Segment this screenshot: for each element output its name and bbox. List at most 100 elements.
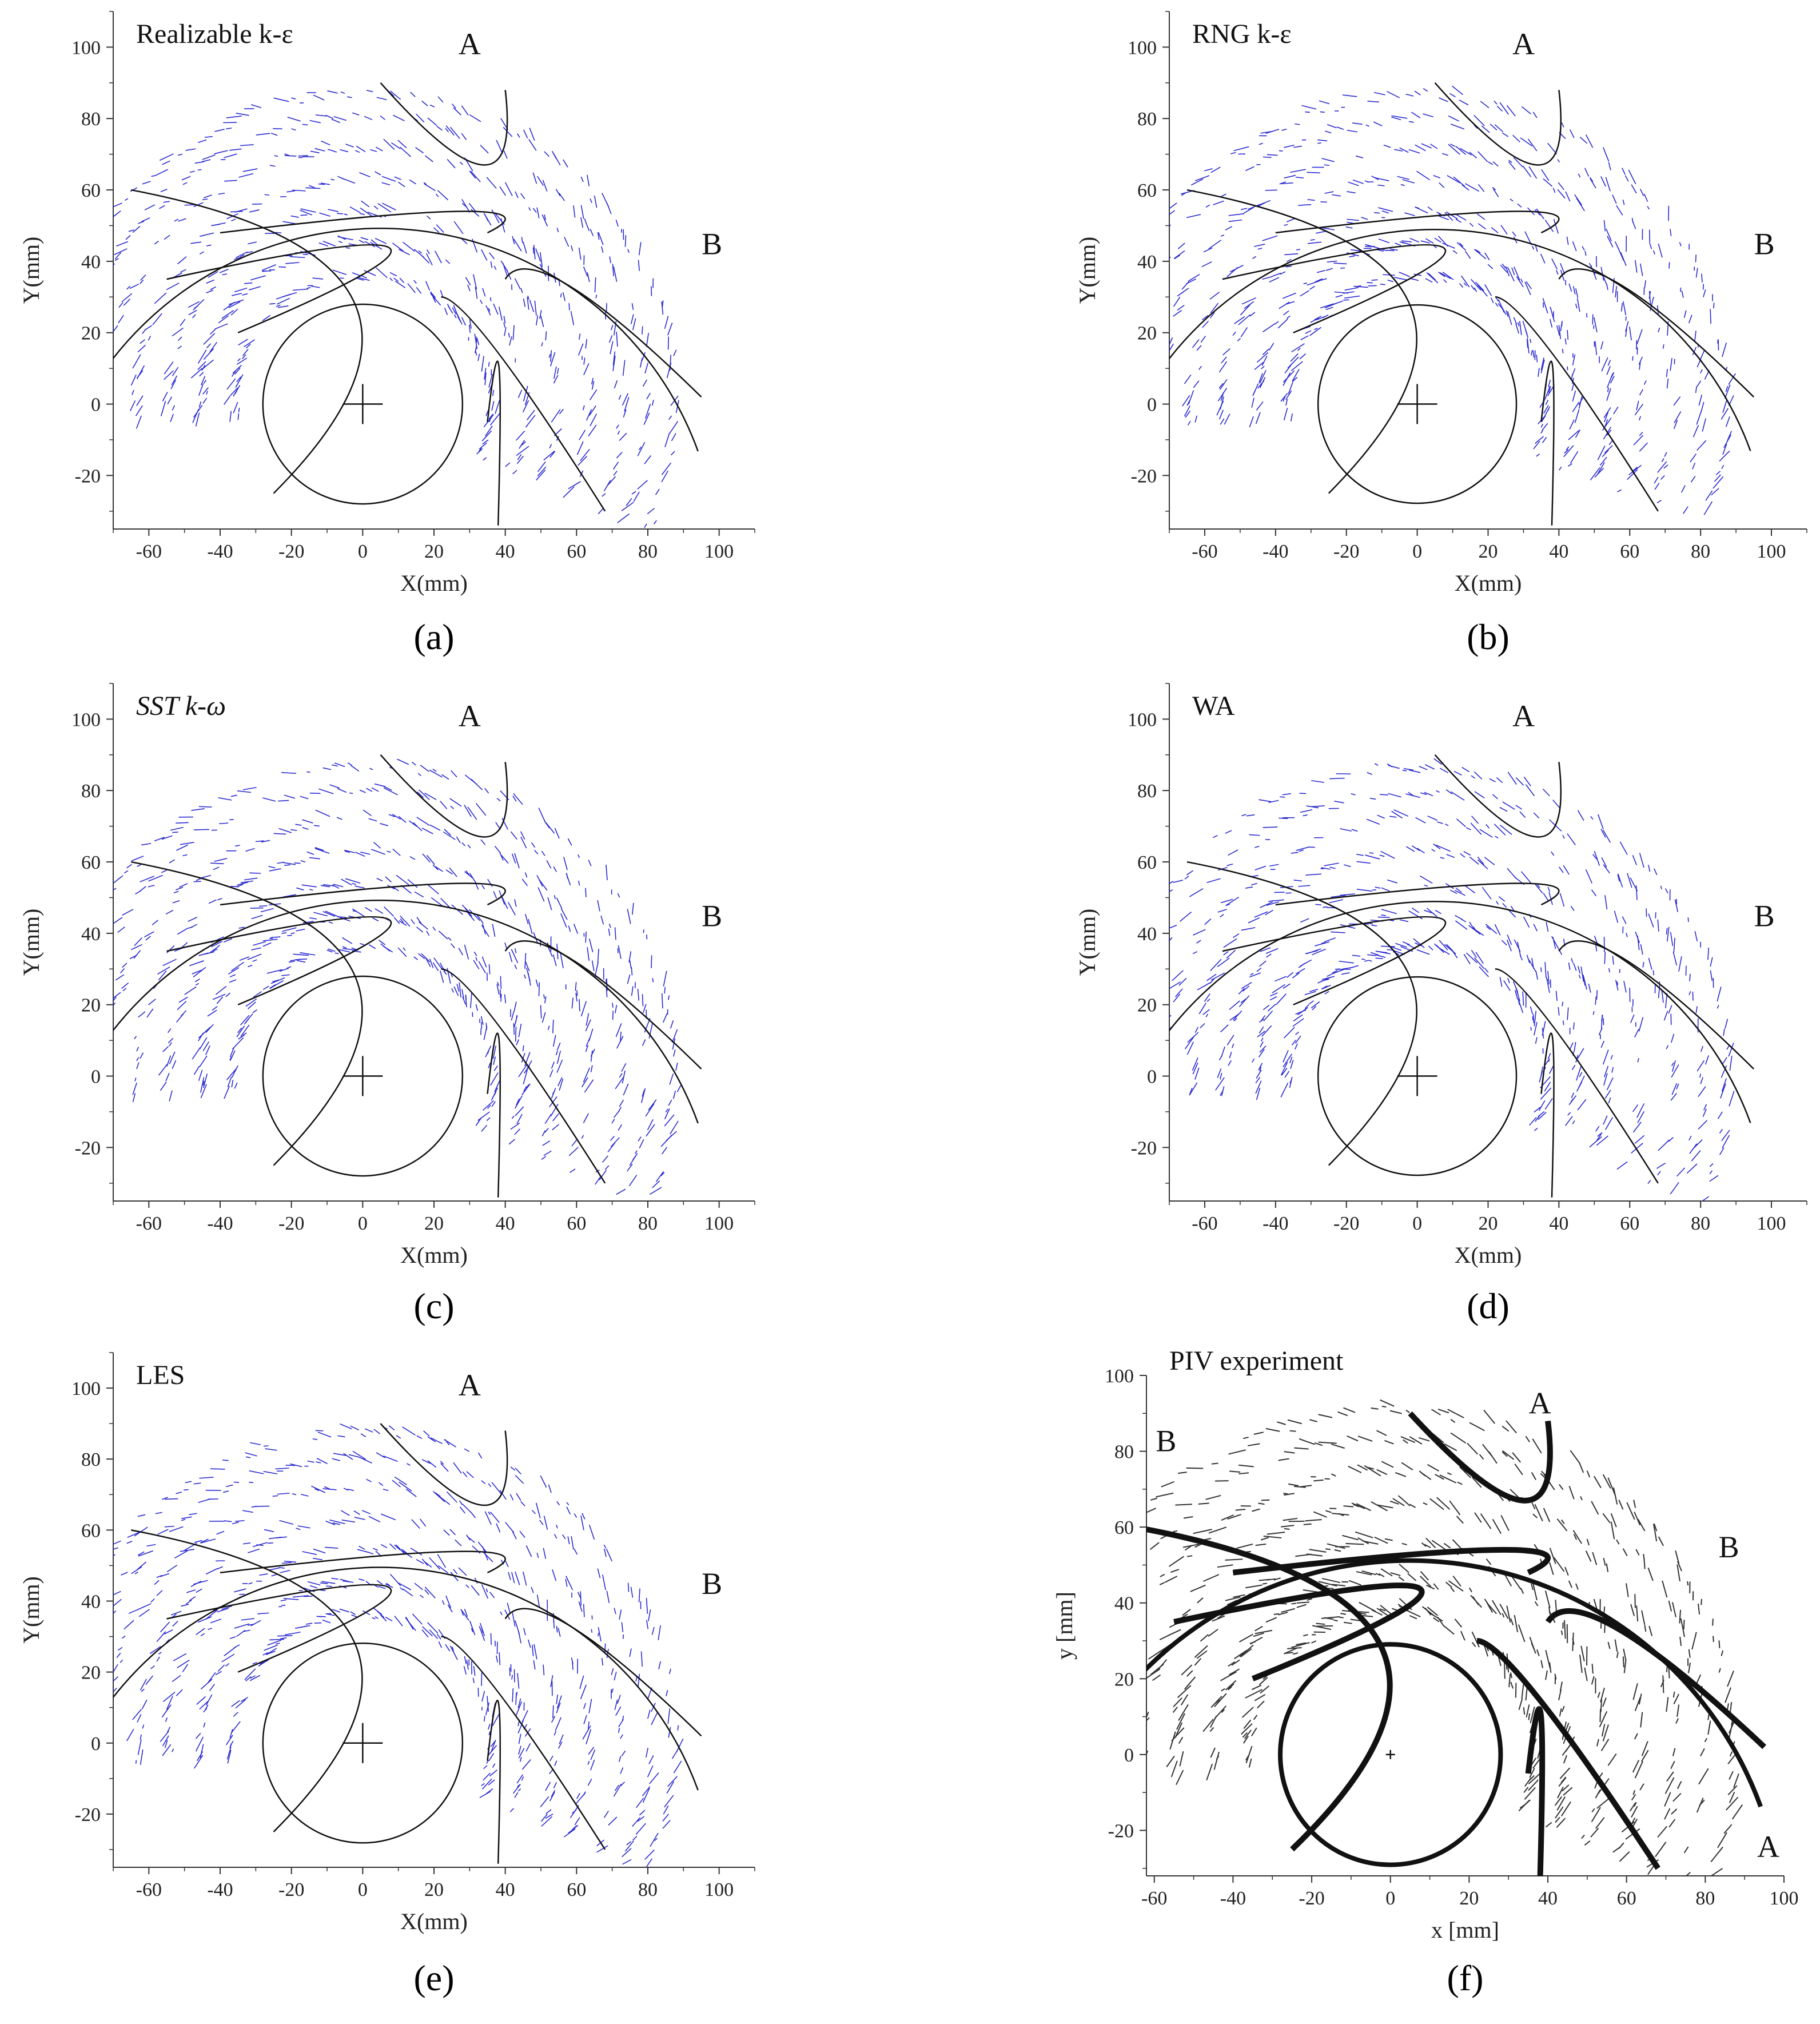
velocity-vector [473, 1666, 476, 1676]
x-tick-label: -40 [207, 1879, 233, 1900]
velocity-vector [407, 283, 416, 293]
velocity-vector [307, 1460, 314, 1463]
velocity-vector [1218, 1055, 1222, 1061]
velocity-vector [62, 968, 71, 975]
velocity-vector [138, 221, 145, 224]
velocity-vector [1327, 972, 1336, 977]
velocity-vector [633, 491, 640, 502]
velocity-vector [137, 1603, 152, 1611]
velocity-vector [283, 1598, 299, 1600]
velocity-vector [360, 237, 369, 240]
velocity-vector [1567, 329, 1569, 340]
velocity-vector [157, 1529, 169, 1535]
velocity-vector [125, 198, 129, 201]
x-tick-label: -40 [1263, 1213, 1288, 1234]
velocity-vector [1672, 952, 1678, 966]
velocity-vector [1073, 1743, 1081, 1756]
velocity-vector [52, 329, 62, 339]
velocity-vector [521, 1083, 531, 1096]
velocity-vector [1532, 349, 1535, 358]
velocity-vector [1259, 1045, 1267, 1053]
velocity-vector [1603, 1557, 1606, 1566]
velocity-vector [225, 992, 231, 997]
velocity-vector [140, 1052, 144, 1059]
velocity-vector [527, 409, 535, 420]
velocity-vector [1242, 1732, 1248, 1738]
velocity-vector [1227, 1687, 1232, 1691]
velocity-vector [467, 806, 477, 820]
velocity-vector [658, 1661, 662, 1669]
velocity-vector [1135, 1722, 1142, 1736]
velocity-vector [512, 470, 517, 475]
velocity-vector [239, 956, 250, 961]
velocity-vector [1284, 1451, 1295, 1454]
velocity-vector [1194, 1067, 1200, 1080]
velocity-vector [1291, 1040, 1296, 1046]
velocity-vector [1658, 243, 1663, 258]
velocity-vector [1319, 100, 1330, 105]
velocity-vector [278, 828, 292, 833]
velocity-vector [1169, 1015, 1172, 1018]
velocity-vector [109, 366, 112, 375]
velocity-vector [342, 948, 356, 951]
velocity-vector [449, 798, 462, 807]
velocity-vector [603, 1810, 609, 1818]
velocity-vector [313, 94, 325, 101]
velocity-vector [141, 842, 152, 846]
velocity-vector [181, 176, 191, 181]
velocity-vector [113, 1598, 122, 1607]
velocity-vector [1691, 1632, 1697, 1650]
velocity-vector [184, 986, 197, 995]
velocity-vector [391, 142, 401, 149]
velocity-vector [1514, 1464, 1523, 1476]
velocity-vector [75, 380, 78, 383]
velocity-vector [1262, 235, 1278, 241]
velocity-vector [509, 336, 512, 346]
velocity-vector [521, 1776, 524, 1781]
velocity-vector [459, 1500, 463, 1505]
velocity-vector [1133, 1768, 1137, 1774]
velocity-vector [1078, 1700, 1082, 1709]
velocity-vector [1668, 1137, 1674, 1142]
velocity-vector [250, 907, 264, 909]
velocity-vector [1616, 981, 1618, 985]
velocity-vector [1671, 1060, 1676, 1072]
x-tick-label: 60 [1620, 1213, 1639, 1234]
velocity-vector [1231, 1659, 1240, 1666]
velocity-vector [1297, 348, 1301, 351]
volute-outline [113, 1566, 699, 1791]
velocity-vector [1722, 342, 1727, 357]
velocity-vector [1108, 1672, 1113, 1677]
velocity-vector [668, 1727, 671, 1738]
velocity-vector [336, 817, 343, 820]
velocity-vector [241, 1618, 255, 1621]
velocity-vector [1643, 1553, 1645, 1561]
velocity-vector [1513, 157, 1523, 168]
velocity-vector [1155, 948, 1164, 953]
velocity-vector [1436, 790, 1440, 793]
velocity-vector [1283, 983, 1291, 989]
velocity-vector [646, 530, 652, 536]
velocity-vector [242, 354, 246, 359]
velocity-vector [124, 870, 129, 874]
velocity-vector [1228, 219, 1242, 222]
velocity-vector [1721, 1078, 1727, 1092]
velocity-vector [356, 145, 366, 153]
velocity-vector [489, 1769, 497, 1777]
velocity-vector [240, 1697, 248, 1702]
velocity-vector [113, 1037, 114, 1039]
velocity-vector [429, 1557, 441, 1570]
velocity-vector [344, 849, 355, 853]
velocity-vector [461, 317, 466, 326]
velocity-vector-field [1155, 758, 1735, 1201]
velocity-vector [613, 1783, 622, 1797]
velocity-vector [1317, 142, 1321, 144]
velocity-vector [1534, 1504, 1543, 1522]
velocity-vector [594, 195, 598, 208]
velocity-vector [578, 343, 584, 356]
velocity-vector [588, 424, 597, 437]
velocity-vector [1647, 1567, 1654, 1581]
velocity-vector [376, 1452, 385, 1458]
velocity-vector [1568, 430, 1579, 440]
